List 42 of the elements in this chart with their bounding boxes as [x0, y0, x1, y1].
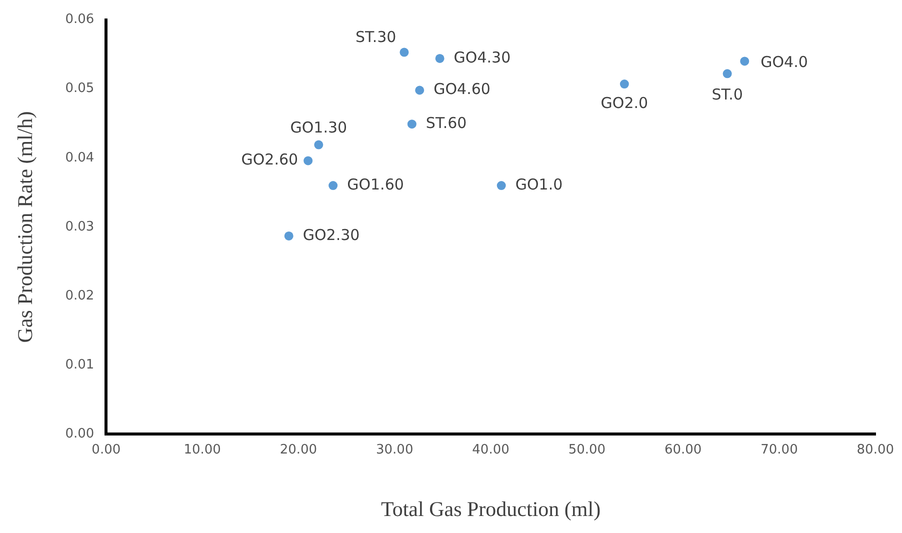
- annotation: GO1.0: [515, 175, 563, 194]
- annotation: GO1.60: [347, 175, 404, 194]
- x-tick-label: 60.00: [664, 442, 702, 458]
- annotation: ST.0: [712, 86, 743, 104]
- point: [314, 140, 324, 150]
- x-tick-label: 40.00: [472, 442, 510, 458]
- x-tick-label: 30.00: [376, 442, 414, 458]
- y-tick-label: 0.05: [65, 81, 94, 96]
- x-tick-label: 20.00: [280, 442, 318, 458]
- y-tick-label: 0.00: [65, 426, 94, 442]
- point: [740, 56, 750, 66]
- y-tick-label: 0.02: [65, 288, 94, 304]
- annotation: ST.30: [355, 28, 396, 46]
- y-tick-label: 0.01: [65, 358, 94, 373]
- point: [620, 80, 629, 89]
- point: [284, 231, 294, 240]
- annotation: ST.60: [426, 114, 467, 132]
- x-tick-label: 0.00: [92, 442, 121, 458]
- point: [304, 156, 313, 166]
- point: [496, 181, 506, 190]
- annotation: GO4.0: [760, 53, 808, 72]
- x-tick-label: 10.00: [184, 442, 221, 458]
- annotation: GO2.30: [302, 226, 360, 244]
- annotation: GO2.0: [600, 94, 648, 112]
- point: [407, 120, 416, 129]
- point: [415, 86, 424, 95]
- point: [435, 54, 444, 63]
- annotation: GO2.60: [241, 150, 298, 169]
- y-tick-label: 0.03: [65, 219, 94, 234]
- annotation: GO4.60: [434, 80, 490, 98]
- annotation: GO1.30: [290, 118, 348, 137]
- x-tick-label: 50.00: [568, 442, 606, 458]
- y-tick-label: 0.06: [65, 12, 94, 28]
- point: [328, 181, 338, 190]
- point: [400, 48, 409, 57]
- x-tick-label: 80.00: [856, 442, 894, 458]
- y-tick-label: 0.04: [65, 150, 94, 166]
- x-tick-label: 70.00: [760, 442, 798, 458]
- point: [722, 69, 732, 78]
- x-axis-title: Total Gas Production (ml): [380, 496, 601, 521]
- y-axis-title: Gas Production Rate (ml/h): [13, 111, 38, 343]
- annotation: GO4.30: [454, 48, 511, 66]
